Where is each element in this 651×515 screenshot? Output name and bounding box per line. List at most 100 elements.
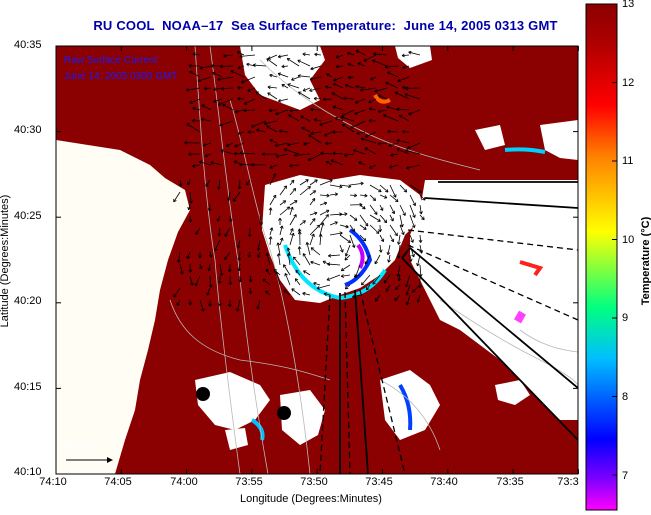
current-vector: [283, 185, 287, 188]
current-vector: [222, 104, 225, 108]
current-vector: [310, 68, 314, 71]
current-vector: [238, 279, 241, 283]
current-vector: [297, 228, 300, 232]
current-vector: [309, 90, 313, 93]
current-vector: [247, 233, 250, 237]
current-vector: [269, 194, 277, 206]
current-vector: [347, 63, 350, 67]
current-vector: [266, 125, 269, 129]
current-vector: [313, 96, 317, 99]
current-vector: [355, 84, 359, 87]
current-vector: [189, 70, 201, 78]
current-vector: [368, 98, 377, 103]
current-vector: [344, 253, 347, 257]
current-vector: [372, 274, 381, 285]
current-vector: [269, 164, 278, 169]
current-vector: [380, 249, 383, 253]
current-vector: [316, 288, 321, 290]
current-vector: [295, 269, 301, 276]
current-vector: [233, 199, 237, 202]
current-vector: [344, 285, 347, 290]
current-vector: [269, 73, 273, 76]
current-vector: [335, 54, 344, 59]
current-vector: [319, 122, 323, 126]
current-vector: [353, 149, 357, 151]
current-vector: [278, 56, 282, 59]
current-vector: [389, 224, 398, 236]
current-vector: [355, 49, 366, 56]
colorbar-tick-label: 10: [622, 234, 635, 246]
current-vector: [386, 189, 389, 193]
legend-current-label: Raw Surface Current: [64, 55, 158, 66]
current-vector: [408, 51, 412, 55]
current-vector: [246, 63, 249, 67]
current-vector: [340, 115, 344, 118]
current-vector: [383, 221, 387, 224]
current-vector: [275, 156, 279, 158]
current-vector: [269, 227, 273, 236]
y-axis-title: Latitude (Degrees:Minutes): [0, 194, 11, 328]
current-vector: [396, 138, 400, 141]
current-vector: [365, 134, 368, 138]
current-vector: [408, 111, 411, 115]
current-vector: [297, 60, 300, 64]
current-vector: [207, 208, 210, 212]
current-vector: [325, 161, 328, 165]
current-vector: [423, 216, 425, 220]
current-vector: [323, 293, 327, 297]
current-vector: [344, 153, 355, 156]
current-vector: [291, 76, 300, 81]
current-vector: [397, 274, 401, 278]
current-vector: [173, 295, 177, 298]
current-vector: [303, 141, 307, 145]
current-vector: [295, 278, 299, 281]
current-vector: [238, 263, 241, 271]
current-vector: [414, 214, 416, 218]
current-vector: [279, 130, 289, 133]
current-vector: [235, 308, 238, 312]
current-vector: [379, 188, 382, 192]
current-vector: [206, 287, 211, 296]
current-vector: [384, 66, 388, 69]
current-vector: [397, 76, 410, 82]
current-vector: [290, 228, 294, 231]
current-vector: [302, 87, 311, 92]
current-vector: [237, 96, 241, 99]
current-vector: [373, 52, 377, 55]
current-vector: [384, 281, 388, 284]
current-vector: [219, 125, 223, 127]
current-vector: [320, 152, 324, 156]
current-vector: [368, 108, 377, 111]
current-vector: [250, 162, 254, 166]
dashed-lines: [319, 229, 578, 474]
current-vector: [219, 280, 222, 284]
current-vector: [396, 108, 400, 112]
current-vector: [243, 109, 256, 112]
current-vector: [354, 193, 358, 196]
current-vector: [247, 254, 250, 258]
current-vector: [212, 72, 223, 78]
current-vector: [189, 100, 192, 104]
current-vector: [310, 65, 322, 70]
current-vector: [411, 225, 415, 228]
current-vector: [398, 115, 402, 119]
current-vector: [351, 230, 355, 232]
current-vector: [419, 211, 422, 215]
current-vector: [192, 282, 194, 286]
current-vector: [201, 104, 204, 108]
current-vector: [218, 233, 222, 237]
current-vector: [289, 108, 293, 112]
current-vector: [246, 183, 250, 186]
current-vector: [419, 204, 422, 215]
current-vector: [284, 148, 288, 150]
current-vector: [351, 245, 355, 248]
current-vector: [217, 79, 221, 82]
current-vector: [236, 51, 240, 55]
current-vector: [342, 123, 355, 133]
current-vector: [187, 251, 191, 259]
current-vector: [208, 268, 212, 271]
current-vector: [398, 241, 401, 245]
current-vector: [364, 254, 371, 265]
current-vector: [268, 207, 272, 211]
current-vector: [283, 148, 300, 155]
